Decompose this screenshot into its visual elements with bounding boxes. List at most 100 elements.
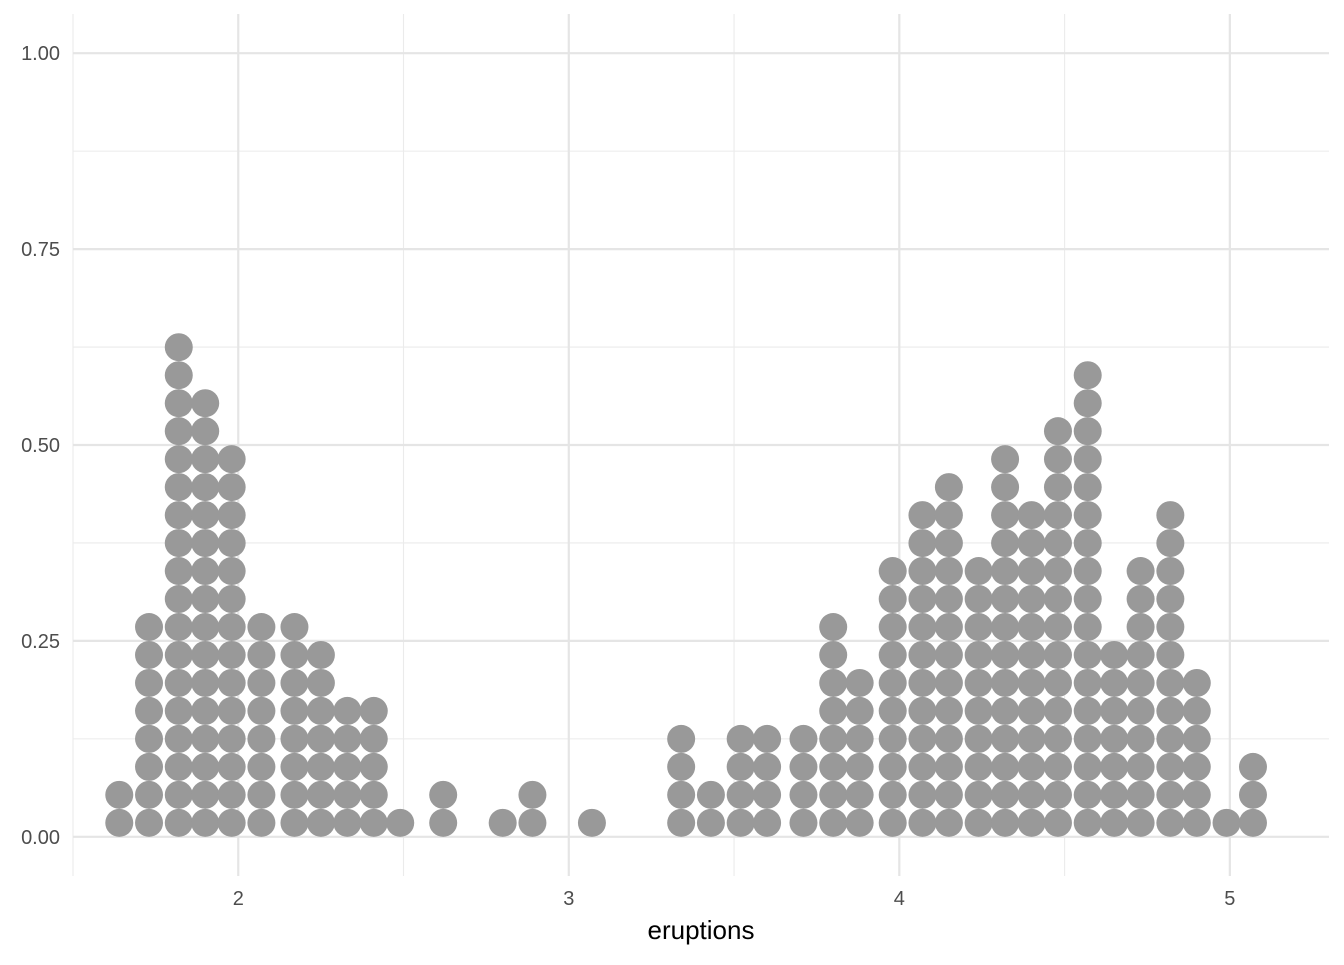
dot (135, 612, 164, 641)
dot (908, 696, 937, 725)
dot (934, 752, 963, 781)
dot (908, 529, 937, 558)
dot (819, 696, 848, 725)
dot (135, 780, 164, 809)
dot (1043, 529, 1072, 558)
dot (164, 501, 193, 530)
dot (217, 445, 246, 474)
dot (1017, 808, 1046, 837)
dot (878, 612, 907, 641)
dot (333, 752, 362, 781)
dot (667, 808, 696, 837)
dot (1073, 780, 1102, 809)
dot (164, 333, 193, 362)
dot (1043, 501, 1072, 530)
dot (878, 585, 907, 614)
dot (359, 752, 388, 781)
dot (164, 445, 193, 474)
dot (488, 808, 517, 837)
dot (247, 612, 276, 641)
dot (991, 529, 1020, 558)
dot (191, 668, 220, 697)
dot (1156, 668, 1185, 697)
dot (1126, 724, 1155, 753)
dot (1017, 640, 1046, 669)
dot (1017, 724, 1046, 753)
dot (217, 473, 246, 502)
dot (386, 808, 415, 837)
dot (164, 780, 193, 809)
dot (191, 780, 220, 809)
dot (1073, 501, 1102, 530)
dot (1073, 724, 1102, 753)
y-tick-label: 1.00 (21, 43, 60, 65)
dot (1073, 529, 1102, 558)
dot (359, 724, 388, 753)
dot (1126, 612, 1155, 641)
dot (908, 752, 937, 781)
y-tick-label: 0.50 (21, 435, 60, 457)
dot (577, 808, 606, 837)
dot (1100, 752, 1129, 781)
dot (135, 668, 164, 697)
dot (1182, 808, 1211, 837)
dot (908, 585, 937, 614)
dot (934, 612, 963, 641)
dot (934, 585, 963, 614)
dot (991, 724, 1020, 753)
dot (1043, 585, 1072, 614)
dot (1182, 780, 1211, 809)
dot (845, 668, 874, 697)
dot (164, 389, 193, 418)
dot (991, 640, 1020, 669)
dot (1073, 585, 1102, 614)
dot (1073, 668, 1102, 697)
dot (878, 780, 907, 809)
dot (217, 612, 246, 641)
dot (1156, 724, 1185, 753)
dot (217, 780, 246, 809)
dot (333, 780, 362, 809)
dot (908, 501, 937, 530)
x-tick-label: 4 (894, 888, 905, 910)
dot (845, 752, 874, 781)
dot (1073, 696, 1102, 725)
dot (1043, 640, 1072, 669)
dot (819, 612, 848, 641)
dot (191, 529, 220, 558)
dot (164, 361, 193, 390)
dot (789, 780, 818, 809)
dot (359, 808, 388, 837)
dot (934, 668, 963, 697)
dot (1073, 752, 1102, 781)
dot (934, 557, 963, 586)
dot (964, 557, 993, 586)
dot (306, 808, 335, 837)
dot (1017, 529, 1046, 558)
dot (991, 585, 1020, 614)
dot (217, 640, 246, 669)
dot (845, 780, 874, 809)
dot (1073, 361, 1102, 390)
dot (1100, 640, 1129, 669)
dot (105, 808, 134, 837)
dot (1126, 640, 1155, 669)
dot (789, 808, 818, 837)
dot (1126, 696, 1155, 725)
dot (280, 612, 309, 641)
y-tick-label: 0.00 (21, 827, 60, 849)
dot (964, 724, 993, 753)
dot (359, 696, 388, 725)
y-tick-label: 0.75 (21, 239, 60, 261)
dot (1073, 417, 1102, 446)
dot (1182, 752, 1211, 781)
dot (934, 696, 963, 725)
dot (696, 780, 725, 809)
dot (1238, 808, 1267, 837)
dot (991, 780, 1020, 809)
dot (191, 640, 220, 669)
dot (1100, 696, 1129, 725)
dot (1126, 752, 1155, 781)
dot (217, 808, 246, 837)
